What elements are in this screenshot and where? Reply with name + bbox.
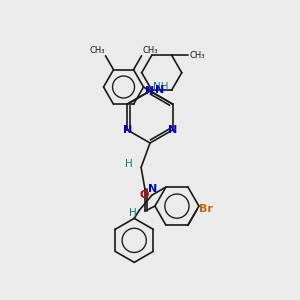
Text: N: N [155,85,164,95]
Text: CH₃: CH₃ [190,51,205,60]
Text: N: N [148,184,157,194]
Text: O: O [140,190,149,200]
Text: CH₃: CH₃ [89,46,104,55]
Text: N: N [123,125,132,135]
Text: NH: NH [153,82,168,92]
Text: N: N [146,86,154,96]
Text: H: H [129,208,137,218]
Text: N: N [168,125,177,135]
Text: Br: Br [199,204,213,214]
Text: CH₃: CH₃ [142,46,158,55]
Text: H: H [125,159,133,170]
